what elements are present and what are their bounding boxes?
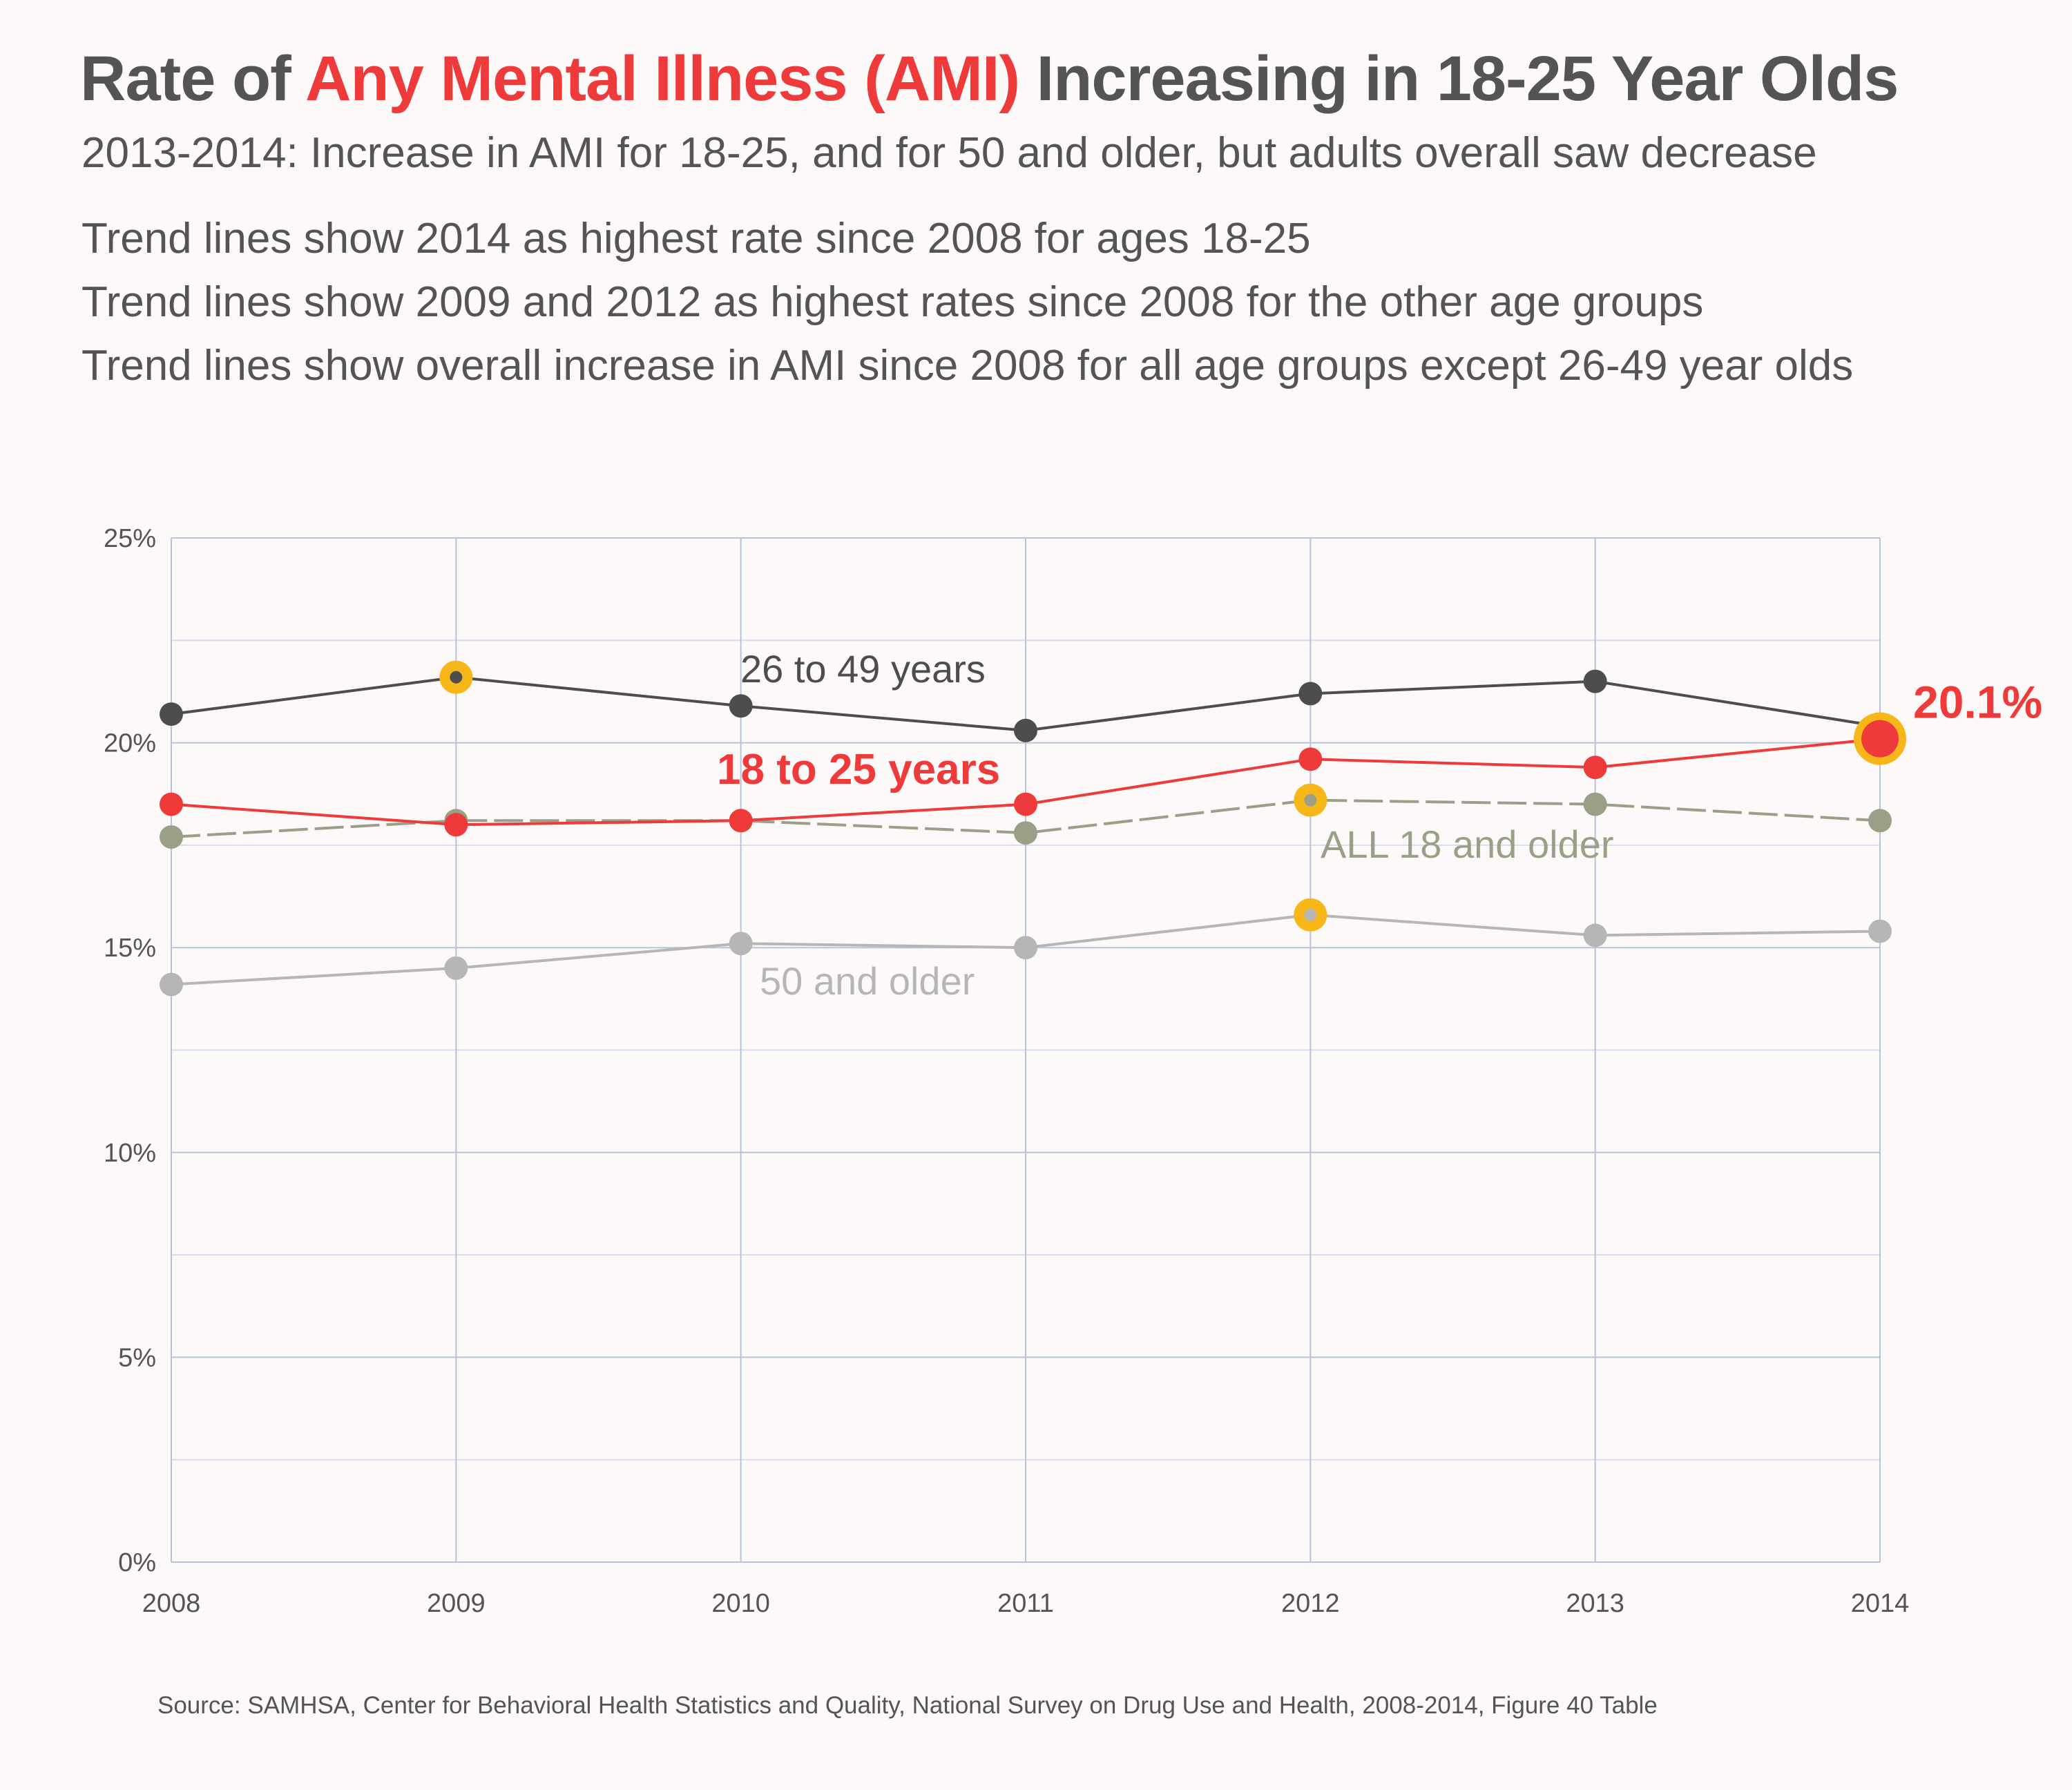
notes-list: Trend lines show 2014 as highest rate si… <box>81 207 1853 398</box>
chart-points <box>160 660 1906 997</box>
y-tick-label: 10% <box>104 1139 156 1168</box>
chart-axis-labels: 0% 5% 10% 15% 20% 25% 2008 2009 2010 2011 2012 2013… <box>104 524 1909 1618</box>
data-point <box>160 972 183 997</box>
data-point <box>1868 919 1892 943</box>
data-point <box>1583 792 1607 816</box>
note-item: Trend lines show overall increase in AMI… <box>81 342 1854 389</box>
x-tick-label: 2012 <box>1281 1589 1340 1618</box>
title-part-2: Increasing in 18-25 Year Olds <box>1019 44 1899 114</box>
note-item: Trend lines show 2014 as highest rate si… <box>81 215 1311 262</box>
data-point <box>1861 720 1899 758</box>
series-label: 18 to 25 years <box>717 746 1000 793</box>
data-point <box>450 671 463 684</box>
data-point <box>160 702 183 726</box>
page-subtitle: 2013-2014: Increase in AMI for 18-25, an… <box>81 129 1817 177</box>
series-label: 26 to 49 years <box>740 647 986 691</box>
value-annotation: 20.1% <box>1913 677 2042 728</box>
title-part-1: Rate of <box>80 44 305 114</box>
x-tick-label: 2011 <box>997 1589 1054 1618</box>
data-point <box>729 932 753 956</box>
x-tick-label: 2010 <box>711 1589 770 1618</box>
data-point <box>1014 718 1037 742</box>
y-tick-label: 15% <box>104 934 156 963</box>
data-point <box>1014 936 1037 960</box>
chart-grid <box>171 537 1881 1563</box>
source-note: Source: SAMHSA, Center for Behavioral He… <box>157 1692 1658 1719</box>
data-point <box>444 813 468 837</box>
data-point <box>1298 747 1323 771</box>
data-point <box>1298 682 1323 706</box>
series-label: 50 and older <box>760 959 975 1003</box>
x-tick-label: 2008 <box>142 1589 201 1618</box>
x-tick-label: 2009 <box>427 1589 486 1618</box>
series-label: ALL 18 and older <box>1321 822 1613 866</box>
data-point <box>1304 908 1317 921</box>
y-tick-label: 20% <box>104 729 156 758</box>
y-tick-label: 25% <box>104 524 156 553</box>
data-point <box>1583 923 1607 947</box>
page-title: Rate of Any Mental Illness (AMI) Increas… <box>80 43 1899 115</box>
data-point <box>1868 809 1892 833</box>
data-point <box>1583 756 1607 780</box>
data-point <box>1014 792 1037 816</box>
data-point <box>1583 669 1607 693</box>
x-tick-label: 2014 <box>1851 1589 1910 1618</box>
data-point <box>729 809 753 833</box>
data-point <box>1014 821 1037 845</box>
data-point <box>160 825 183 849</box>
x-tick-label: 2013 <box>1566 1589 1624 1618</box>
data-point <box>1304 793 1317 807</box>
y-tick-label: 0% <box>118 1548 156 1577</box>
note-item: Trend lines show 2009 and 2012 as highes… <box>81 278 1704 326</box>
y-tick-label: 5% <box>118 1343 156 1372</box>
title-highlight: Any Mental Illness (AMI) <box>305 44 1020 114</box>
chart-series-labels: 26 to 49 years 18 to 25 years ALL 18 and o… <box>717 647 2042 1003</box>
data-point <box>444 956 468 980</box>
data-point <box>160 792 183 816</box>
data-point <box>729 694 753 718</box>
